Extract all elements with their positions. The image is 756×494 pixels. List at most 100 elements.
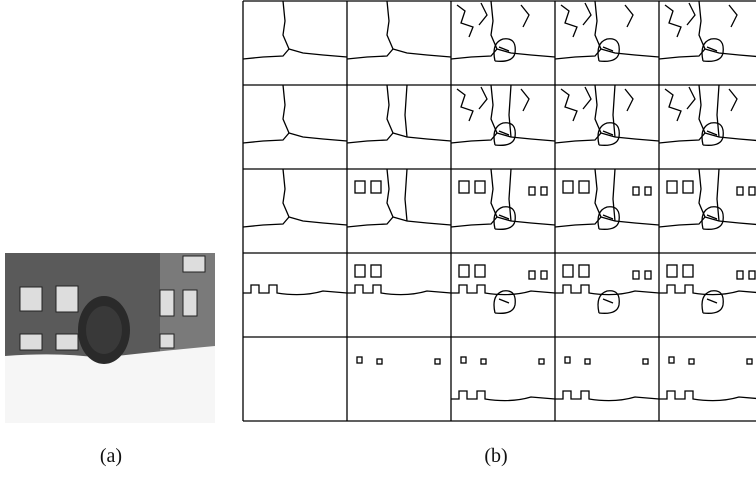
square-horizon	[451, 391, 555, 401]
page: (a) (b) (() => { const data = JSON.parse…	[0, 0, 756, 494]
square-horizon	[347, 285, 451, 295]
wall-boundary	[387, 169, 393, 217]
window	[20, 287, 42, 311]
window-boundary	[643, 359, 648, 364]
window-boundary	[645, 187, 651, 195]
wall-boundary	[283, 169, 289, 217]
window-boundary	[689, 359, 694, 364]
wall-boundary	[717, 169, 719, 221]
wall-boundary	[699, 1, 705, 49]
wall-boundary	[387, 1, 393, 49]
window-boundary	[579, 181, 589, 193]
wall-boundary	[699, 169, 705, 217]
window-boundary	[355, 181, 365, 193]
horizon-boundary	[451, 49, 555, 59]
window-boundary	[541, 187, 547, 195]
caption: (b)	[484, 445, 507, 467]
window-boundary	[749, 271, 755, 279]
bush-boundary	[702, 39, 723, 62]
window-boundary	[371, 265, 381, 277]
window-boundary	[667, 265, 677, 277]
bush-boundary	[494, 39, 515, 62]
window-boundary	[459, 265, 469, 277]
wall-boundary	[283, 1, 289, 49]
window-boundary	[529, 271, 535, 279]
horizon-boundary	[243, 217, 347, 227]
window-boundary	[669, 357, 674, 363]
window-boundary	[645, 271, 651, 279]
horizon-boundary	[555, 49, 659, 59]
horizon-boundary	[243, 49, 347, 59]
horizon-boundary	[451, 217, 555, 227]
window	[56, 286, 78, 312]
bush-boundary	[494, 123, 515, 146]
window-boundary	[579, 265, 589, 277]
window-boundary	[585, 359, 590, 364]
square-horizon	[659, 391, 756, 401]
wall-boundary	[491, 85, 497, 133]
wall-boundary	[491, 169, 497, 217]
square-horizon	[243, 285, 347, 295]
window-boundary	[461, 357, 466, 363]
horizon-boundary	[555, 133, 659, 143]
wall-boundary	[613, 169, 615, 221]
window	[56, 334, 78, 350]
window-boundary	[683, 265, 693, 277]
horizon-boundary	[659, 49, 756, 59]
window-boundary	[529, 187, 535, 195]
bush-boundary	[598, 207, 619, 230]
window-boundary	[563, 181, 573, 193]
bush-snow	[86, 306, 122, 354]
wall-boundary	[509, 85, 511, 137]
horizon-boundary	[451, 133, 555, 143]
horizon-boundary	[659, 217, 756, 227]
bush-boundary	[598, 123, 619, 146]
window-boundary	[541, 271, 547, 279]
window-boundary	[539, 359, 544, 364]
square-horizon	[451, 285, 555, 295]
bush-boundary	[702, 123, 723, 146]
wall-boundary	[613, 85, 615, 137]
window-boundary	[563, 265, 573, 277]
wall-boundary	[595, 85, 601, 133]
window-boundary	[459, 181, 469, 193]
window	[160, 290, 174, 316]
horizon-boundary	[347, 49, 451, 59]
wall-boundary	[509, 169, 511, 221]
window-boundary	[377, 359, 382, 364]
wall-boundary	[283, 85, 289, 133]
window	[20, 334, 42, 350]
bush-boundary	[494, 207, 515, 230]
window-boundary	[633, 187, 639, 195]
bush-boundary	[598, 39, 619, 62]
square-horizon	[555, 285, 659, 295]
square-horizon	[555, 391, 659, 401]
wall-boundary	[595, 169, 601, 217]
window-boundary	[667, 181, 677, 193]
wall-boundary	[405, 169, 407, 221]
window-boundary	[357, 357, 362, 363]
boundary-grid	[243, 1, 756, 421]
window-boundary	[565, 357, 570, 363]
photo	[5, 253, 215, 423]
caption: (a)	[100, 445, 122, 467]
wall-boundary	[405, 85, 407, 137]
wall-boundary	[699, 85, 705, 133]
window-boundary	[737, 187, 743, 195]
window-boundary	[633, 271, 639, 279]
wall-boundary	[387, 85, 393, 133]
figure: (a) (b)	[0, 0, 756, 494]
wall-boundary	[717, 85, 719, 137]
window	[183, 256, 205, 272]
window	[160, 334, 174, 348]
window-boundary	[683, 181, 693, 193]
window	[183, 290, 197, 316]
horizon-boundary	[347, 217, 451, 227]
bush-boundary	[702, 207, 723, 230]
window-boundary	[475, 265, 485, 277]
wall-boundary	[491, 1, 497, 49]
window-boundary	[355, 265, 365, 277]
window-boundary	[737, 271, 743, 279]
window-boundary	[747, 359, 752, 364]
window-boundary	[475, 181, 485, 193]
